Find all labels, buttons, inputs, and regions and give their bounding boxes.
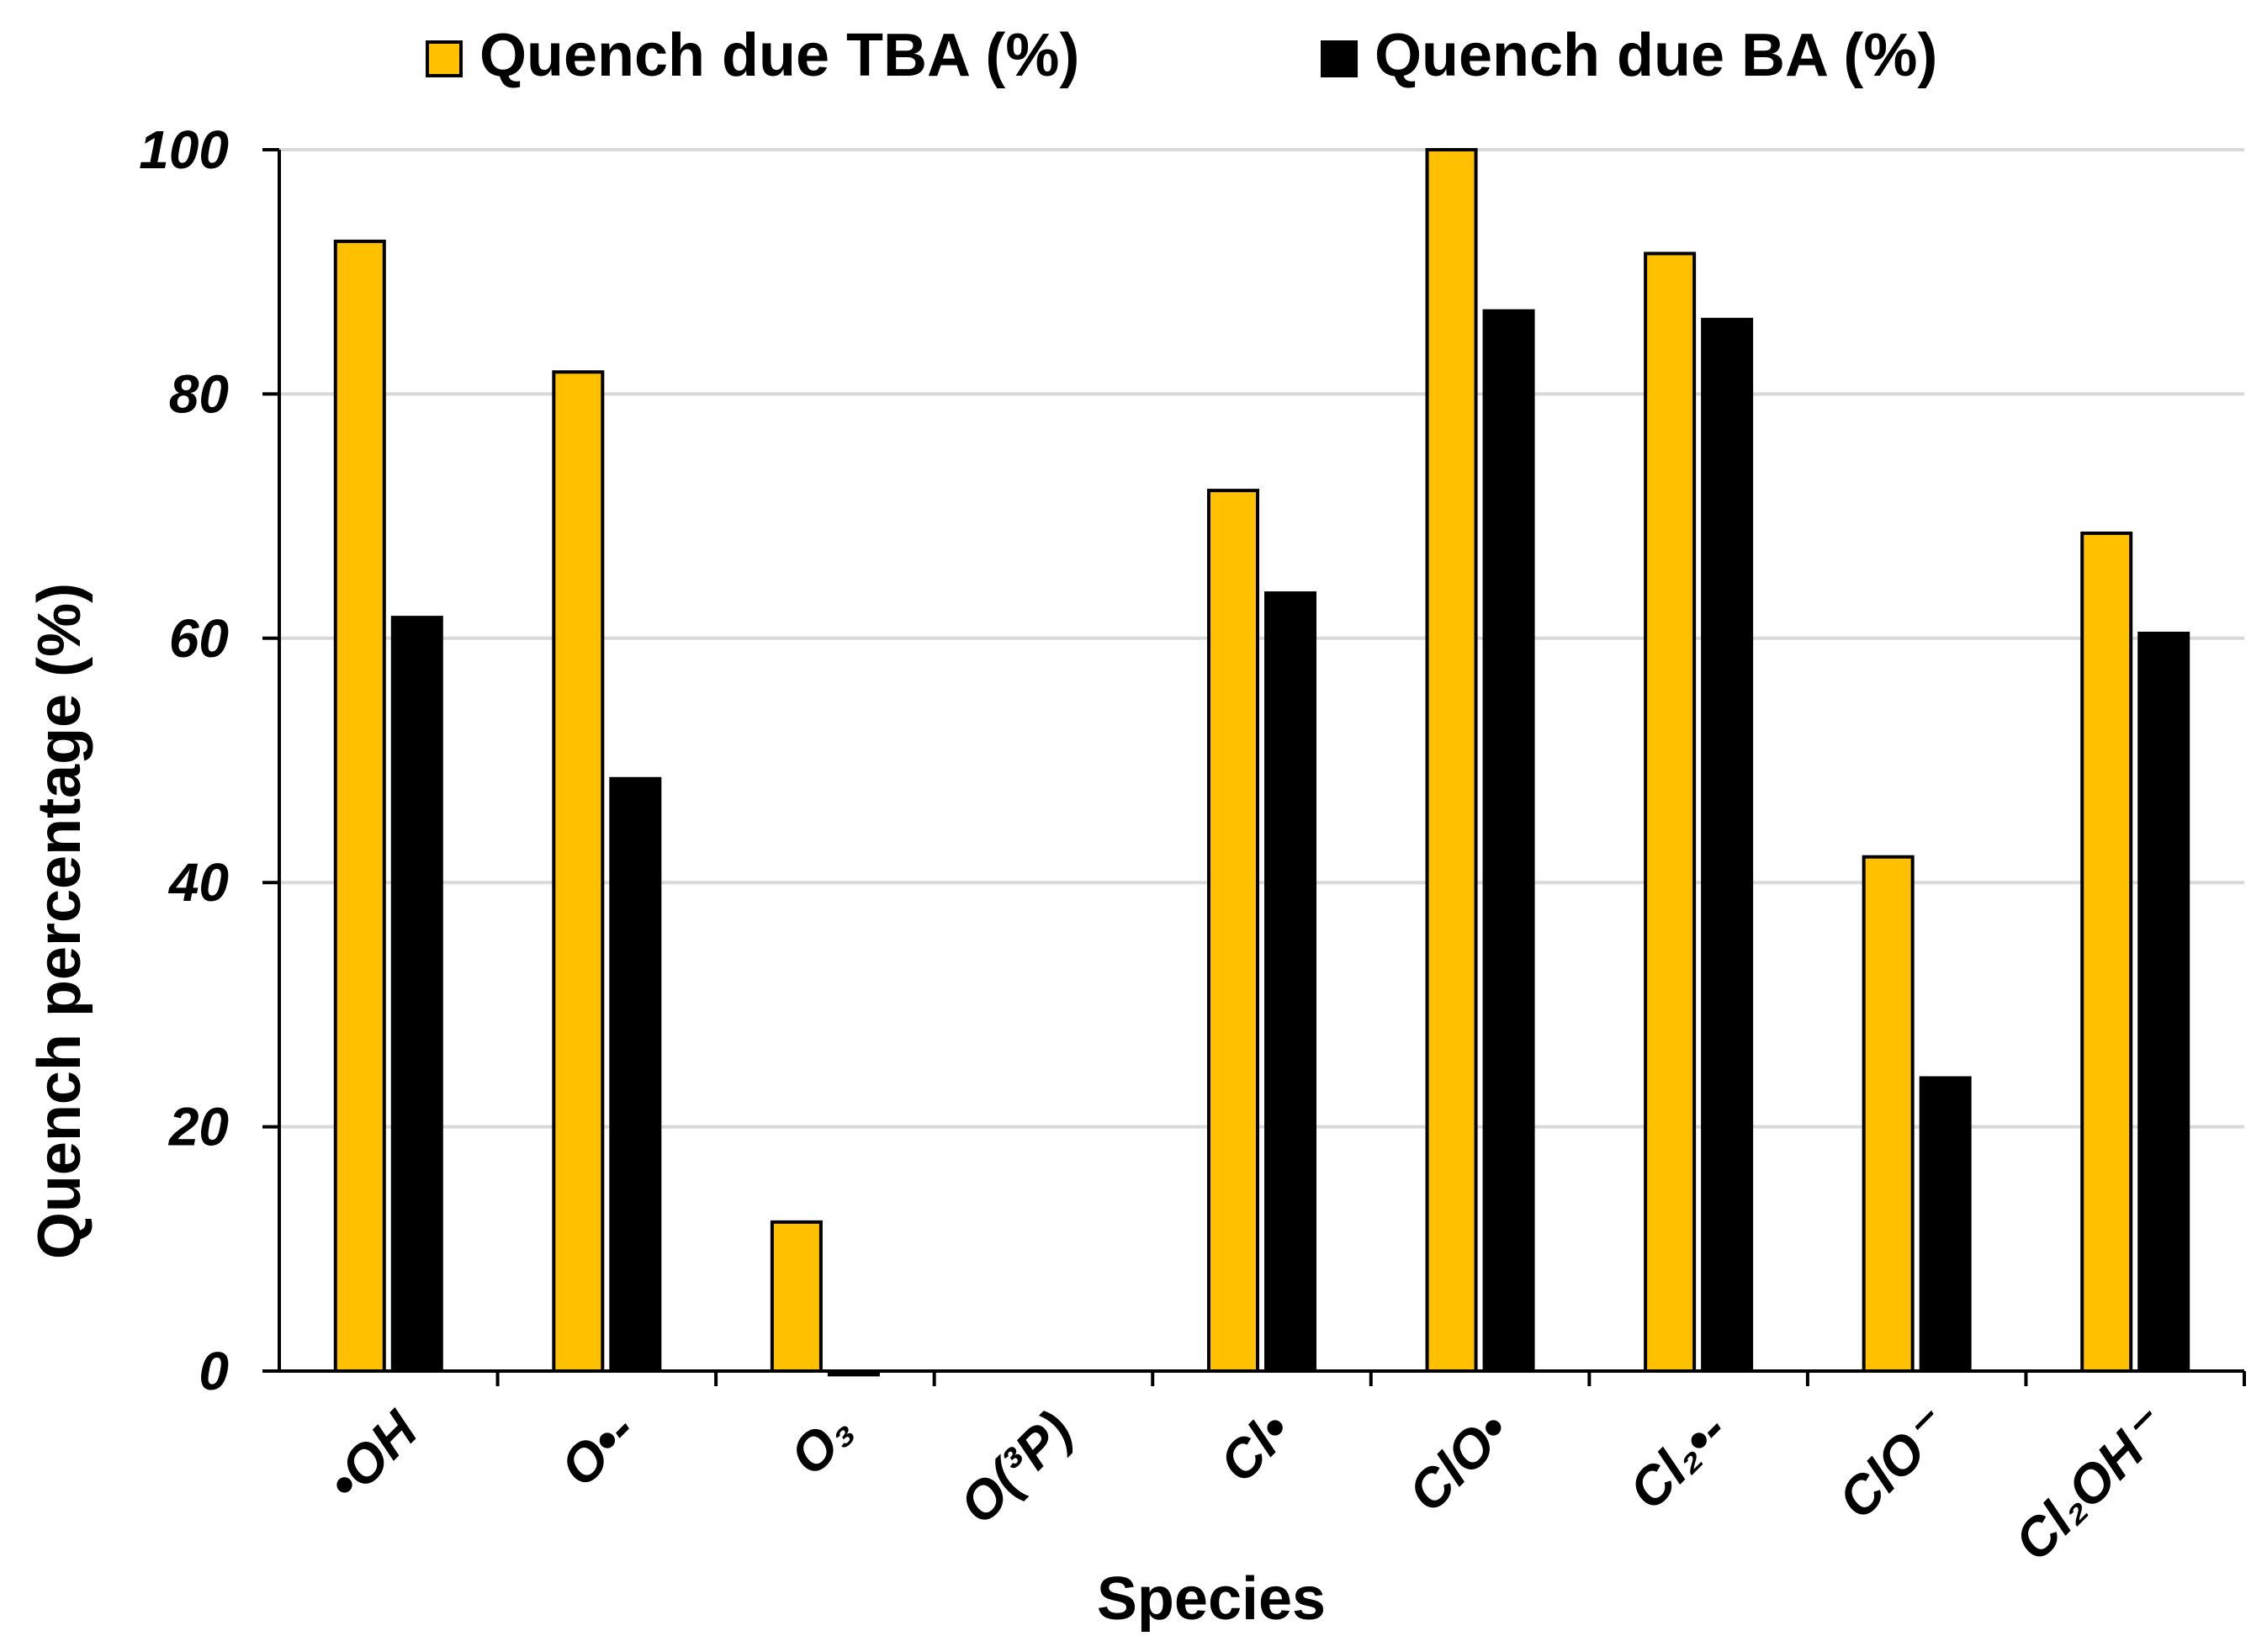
bar-tba-5: [1425, 148, 1478, 1373]
x-tick-label: Cl₂•-: [1618, 1400, 1739, 1521]
y-tick-label: 0: [199, 1341, 229, 1401]
y-tick-labels: 0 20 40 60 80 100: [139, 119, 229, 1401]
legend-label-tba: Quench due TBA (%): [479, 22, 1079, 89]
x-axis-title: Species: [1097, 1565, 1326, 1633]
x-tick-labels: •OH O•- O₃ O(³P) Cl• ClO• Cl₂•- ClO⁻ Cl₂OH⁻: [315, 1371, 2246, 1573]
y-tick-label: 80: [169, 363, 229, 424]
axes: [278, 150, 2244, 1373]
gridlines: [262, 148, 2244, 1373]
legend-swatch-tba: [426, 40, 463, 77]
legend-swatch-ba: [1321, 40, 1358, 77]
bar-ba-6: [1701, 317, 1754, 1373]
bar-tba-2: [770, 1220, 823, 1373]
bar-tba-4: [1207, 489, 1259, 1373]
y-tick-label: 40: [167, 852, 229, 913]
y-tick-label: 20: [168, 1097, 229, 1157]
x-tick-label: O(³P): [948, 1400, 1084, 1536]
bar-ba-8: [2137, 631, 2190, 1373]
y-tick-label: 60: [169, 608, 229, 669]
bar-tba-8: [2080, 531, 2133, 1373]
bar-tba-7: [1862, 855, 1915, 1373]
legend: Quench due TBA (%) Quench due BA (%): [426, 22, 1937, 89]
y-tick-label: 100: [139, 119, 229, 180]
legend-label-ba: Quench due BA (%): [1375, 22, 1937, 89]
x-tick-label: Cl•: [1208, 1400, 1302, 1494]
bar-tba-1: [552, 370, 605, 1373]
x-tick-label: Cl₂OH⁻: [2003, 1396, 2180, 1573]
y-axis-title: Quench percentage (%): [26, 583, 93, 1259]
x-tick-label: O₃: [778, 1400, 866, 1487]
bar-tba-0: [333, 239, 386, 1373]
bar-ba-1: [609, 776, 662, 1373]
bar-ba-0: [390, 616, 443, 1373]
bar-tba-6: [1644, 252, 1697, 1373]
x-tick-label: ClO⁻: [1826, 1396, 1961, 1531]
bar-ba-5: [1482, 309, 1535, 1374]
x-tick-label: ClO•: [1396, 1400, 1520, 1523]
bar-ba-4: [1264, 591, 1316, 1373]
bar-ba-7: [1919, 1076, 1972, 1374]
x-tick-label: •OH: [315, 1399, 430, 1513]
bars: [333, 148, 2190, 1377]
x-tick-label: O•-: [548, 1400, 647, 1498]
